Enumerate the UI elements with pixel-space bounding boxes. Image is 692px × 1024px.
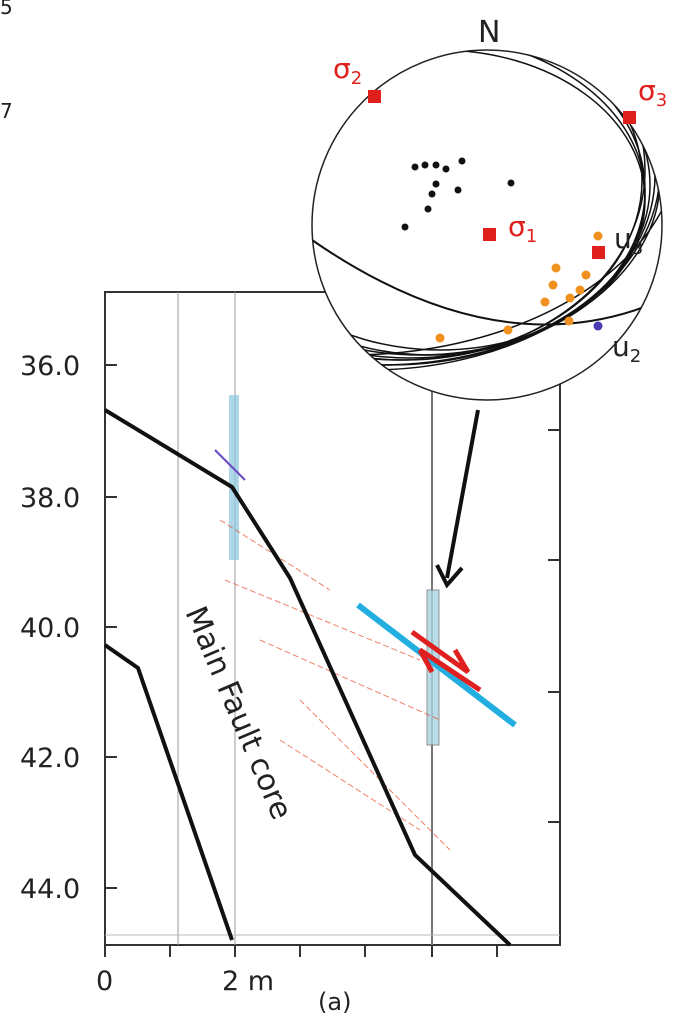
depth-tick: 42.0 [20, 743, 80, 774]
y-ticks: 36.0 38.0 40.0 42.0 44.0 [20, 351, 80, 905]
distance-tick: 0 [96, 966, 113, 997]
depth-tick: 44.0 [20, 874, 80, 905]
subscript: 3 [632, 238, 643, 259]
subscript: 1 [526, 226, 537, 247]
symbol: σ [508, 210, 526, 243]
fault-label: Main Fault core [178, 601, 299, 824]
depth-tick: 36.0 [20, 351, 80, 382]
symbol: σ [638, 74, 656, 107]
u2-label: u2 [612, 330, 641, 367]
symbol: u [612, 330, 630, 363]
north-label: N [478, 15, 500, 50]
page: {"edge_labels": ["5", "7"], "depth_axis"… [0, 0, 692, 1024]
subscript: 2 [630, 346, 641, 367]
subscript: 2 [351, 68, 362, 89]
distance-tick: 2 m [222, 966, 274, 997]
panel-label: (a) [318, 988, 351, 1016]
depth-tick: 38.0 [20, 483, 80, 514]
edge-label: 5 [0, 0, 13, 19]
depth-tick: 40.0 [20, 613, 80, 644]
subscript: 3 [656, 90, 667, 111]
figure: 5 7 36.0 38.0 40.0 42.0 44.0 0 2 m (a) [0, 0, 692, 1024]
sigma3-label: σ3 [638, 74, 667, 111]
arrow [447, 410, 478, 578]
symbol: σ [333, 52, 351, 85]
symbol: u [614, 222, 632, 255]
sigma2-label: σ2 [333, 52, 362, 89]
edge-label: 7 [0, 99, 13, 123]
